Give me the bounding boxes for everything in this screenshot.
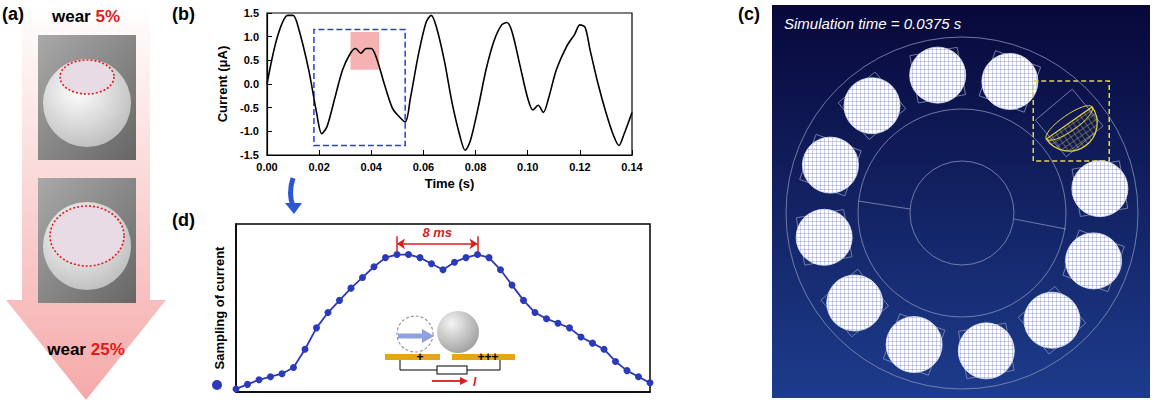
svg-text:1.0: 1.0 bbox=[244, 31, 259, 43]
svg-text:Current (μA): Current (μA) bbox=[215, 46, 230, 123]
svg-text:-1.5: -1.5 bbox=[240, 149, 259, 161]
svg-text:-0.5: -0.5 bbox=[240, 102, 259, 114]
svg-text:I: I bbox=[473, 375, 477, 389]
svg-text:(d): (d) bbox=[172, 210, 195, 230]
svg-text:wear 25%: wear 25% bbox=[46, 340, 125, 359]
svg-text:0.10: 0.10 bbox=[517, 161, 538, 173]
svg-text:Time (s): Time (s) bbox=[425, 176, 475, 191]
svg-text:0.14: 0.14 bbox=[621, 161, 643, 173]
svg-text:(c): (c) bbox=[738, 4, 760, 24]
svg-text:0.5: 0.5 bbox=[244, 54, 259, 66]
svg-text:(a): (a) bbox=[2, 4, 24, 24]
svg-text:1.5: 1.5 bbox=[244, 7, 259, 19]
svg-text:0.06: 0.06 bbox=[413, 161, 434, 173]
svg-text:0.00: 0.00 bbox=[256, 161, 277, 173]
svg-text:wear 5%: wear 5% bbox=[51, 7, 120, 26]
svg-text:+++: +++ bbox=[477, 350, 498, 364]
svg-text:+: + bbox=[416, 350, 423, 364]
svg-text:0.04: 0.04 bbox=[361, 161, 383, 173]
svg-text:0.02: 0.02 bbox=[308, 161, 329, 173]
svg-text:(b): (b) bbox=[172, 4, 195, 24]
svg-text:-1.0: -1.0 bbox=[240, 125, 259, 137]
svg-text:0.08: 0.08 bbox=[465, 161, 486, 173]
svg-text:0.0: 0.0 bbox=[244, 78, 259, 90]
svg-text:Sampling of current: Sampling of current bbox=[212, 246, 227, 369]
svg-text:Simulation time = 0.0375 s: Simulation time = 0.0375 s bbox=[784, 15, 962, 32]
svg-text:0.12: 0.12 bbox=[569, 161, 590, 173]
svg-text:8 ms: 8 ms bbox=[422, 225, 452, 240]
